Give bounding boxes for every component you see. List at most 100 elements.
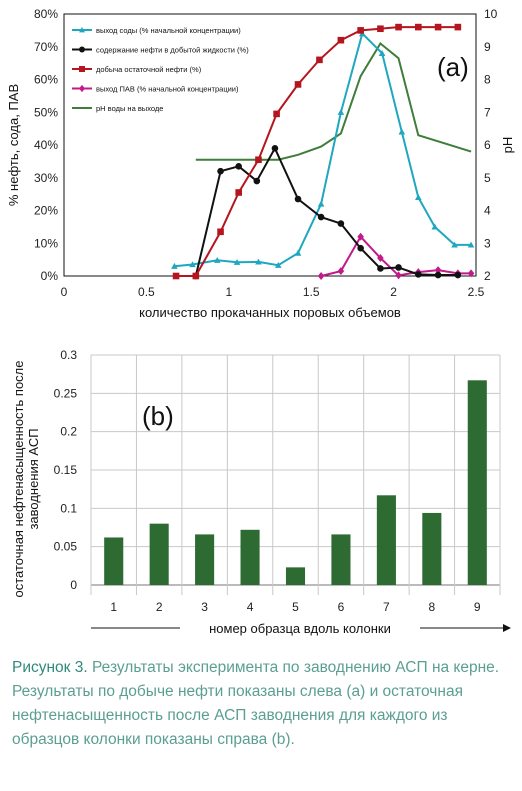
chart-a-left-tick-label: 70% [34, 40, 58, 54]
bar-sample-9 [467, 380, 487, 585]
data-point-series-0 [431, 223, 439, 230]
bar-sample-6 [331, 534, 351, 585]
chart-a-x-tick-label: 0.5 [138, 285, 155, 299]
chart-b-x-tick-label: 9 [474, 600, 481, 614]
chart-a-right-axis-label: pH [500, 137, 515, 154]
data-point-series-3 [434, 266, 442, 275]
chart-b-panel-label: (b) [142, 401, 174, 431]
chart-a-right-tick-label: 4 [484, 204, 491, 218]
data-point-series-2 [434, 23, 442, 31]
data-point-series-2 [316, 56, 323, 64]
chart-b-x-tick-label: 5 [292, 600, 299, 614]
data-point-series-3 [317, 272, 325, 280]
chart-a-x-tick-label: 1 [225, 285, 232, 299]
data-point-series-2 [255, 156, 262, 164]
chart-a-left-tick-label: 50% [34, 105, 58, 119]
chart-b-x-tick-label: 7 [383, 600, 390, 614]
data-point-series-1 [415, 271, 422, 278]
chart-a-x-tick-label: 2 [390, 285, 397, 299]
data-point-series-2 [415, 23, 422, 31]
data-point-series-2 [395, 23, 402, 31]
data-point-series-0 [467, 241, 475, 248]
data-point-series-1 [271, 144, 279, 152]
data-point-series-0 [233, 258, 241, 265]
chart-a-x-ticks: 0 0.5 1 1.5 2 2.5 [61, 285, 485, 299]
chart-b-bars [104, 380, 487, 585]
chart-a-right-tick-label: 2 [484, 269, 491, 283]
chart-b-x-label-bg [180, 619, 420, 637]
bar-sample-5 [285, 567, 306, 585]
chart-b: 0 0.05 0.1 0.15 0.2 0.25 0.3 1 2 3 4 5 6 7 8 9 (b) ном… [11, 348, 511, 637]
data-point-series-0 [337, 108, 345, 115]
chart-a-left-ticks: 0% 10% 20% 30% 40% 50% 60% 70% 80% [34, 7, 58, 283]
chart-a-left-axis-label: % нефть, сода, ПАВ [6, 84, 21, 206]
chart-a-right-ticks: 2 3 4 5 6 7 8 9 10 [484, 7, 498, 283]
data-point-series-1 [253, 177, 261, 185]
data-point-series-2 [357, 27, 364, 34]
chart-a-right-tick-label: 7 [484, 105, 491, 119]
chart-b-x-tick-label: 8 [428, 600, 435, 614]
legend-swatch-marker [79, 66, 85, 72]
data-point-series-2 [337, 36, 345, 44]
data-point-series-3 [357, 232, 364, 241]
chart-b-arrow-head [503, 624, 511, 632]
data-point-series-1 [294, 195, 302, 203]
chart-a-legend: выход соды (% начальной концентрации) сод… [72, 26, 249, 113]
data-point-series-0 [378, 50, 386, 56]
chart-a-series [171, 23, 475, 280]
chart-b-x-tick-label: 2 [156, 600, 163, 614]
legend-entry: выход ПАВ (% начальной концентрации) [96, 85, 239, 94]
data-point-series-2 [377, 25, 384, 33]
legend-entry: pH воды на выходе [96, 104, 163, 113]
legend-swatch-marker [79, 46, 85, 53]
data-point-series-2 [172, 272, 180, 280]
bar-sample-3 [195, 534, 215, 585]
data-point-series-0 [451, 241, 458, 248]
legend-entry: добыча остаточной нефти (%) [96, 65, 202, 74]
data-point-series-1 [217, 167, 224, 175]
legend-entry: выход соды (% начальной концентрации) [96, 26, 241, 35]
figure-caption: Рисунок 3. Результаты эксперимента по за… [12, 656, 512, 752]
chart-a-right-tick-label: 10 [484, 7, 498, 21]
bar-sample-8 [422, 512, 442, 585]
chart-a-x-tick-label: 1.5 [303, 285, 320, 299]
data-point-series-1 [395, 264, 402, 271]
chart-a-frame [63, 13, 477, 277]
chart-b-y-tick-label: 0.25 [54, 386, 78, 400]
series-line-4 [195, 41, 472, 161]
chart-a-x-axis-label: количество прокачанных поровых объемов [139, 305, 401, 320]
series-line-2 [176, 26, 458, 277]
chart-b-x-tick-label: 3 [201, 600, 208, 614]
chart-a-right-tick-label: 9 [484, 40, 491, 54]
series-line-1 [194, 146, 458, 277]
caption-title: Рисунок 3. [12, 659, 88, 676]
chart-a-right-tick-label: 3 [484, 236, 491, 250]
data-point-series-0 [255, 258, 262, 265]
bar-sample-2 [149, 523, 169, 585]
chart-a-left-tick-label: 10% [34, 236, 58, 250]
chart-a-left-tick-label: 40% [34, 138, 58, 152]
data-point-series-1 [377, 265, 384, 272]
chart-b-y-tick-label: 0.05 [54, 540, 78, 554]
bar-sample-4 [240, 529, 260, 585]
chart-a-left-tick-label: 60% [34, 73, 58, 87]
chart-a-panel-label: (a) [437, 52, 469, 82]
data-point-series-0 [189, 261, 196, 268]
series-line-3 [320, 235, 472, 277]
legend-swatch-marker [79, 84, 85, 93]
data-point-series-3 [395, 271, 402, 280]
data-point-series-3 [377, 254, 384, 262]
series-line-0 [174, 31, 472, 268]
chart-b-y-tick-label: 0.1 [60, 501, 77, 515]
data-point-series-0 [294, 249, 302, 256]
data-point-series-1 [357, 244, 364, 252]
data-point-series-0 [317, 200, 325, 207]
chart-a-right-tick-label: 6 [484, 138, 491, 152]
chart-a-x-tick-label: 0 [61, 285, 68, 299]
data-point-series-3 [467, 269, 475, 278]
data-point-series-1 [235, 162, 242, 170]
chart-b-y-tick-label: 0.3 [60, 348, 77, 362]
data-point-series-2 [454, 23, 462, 31]
